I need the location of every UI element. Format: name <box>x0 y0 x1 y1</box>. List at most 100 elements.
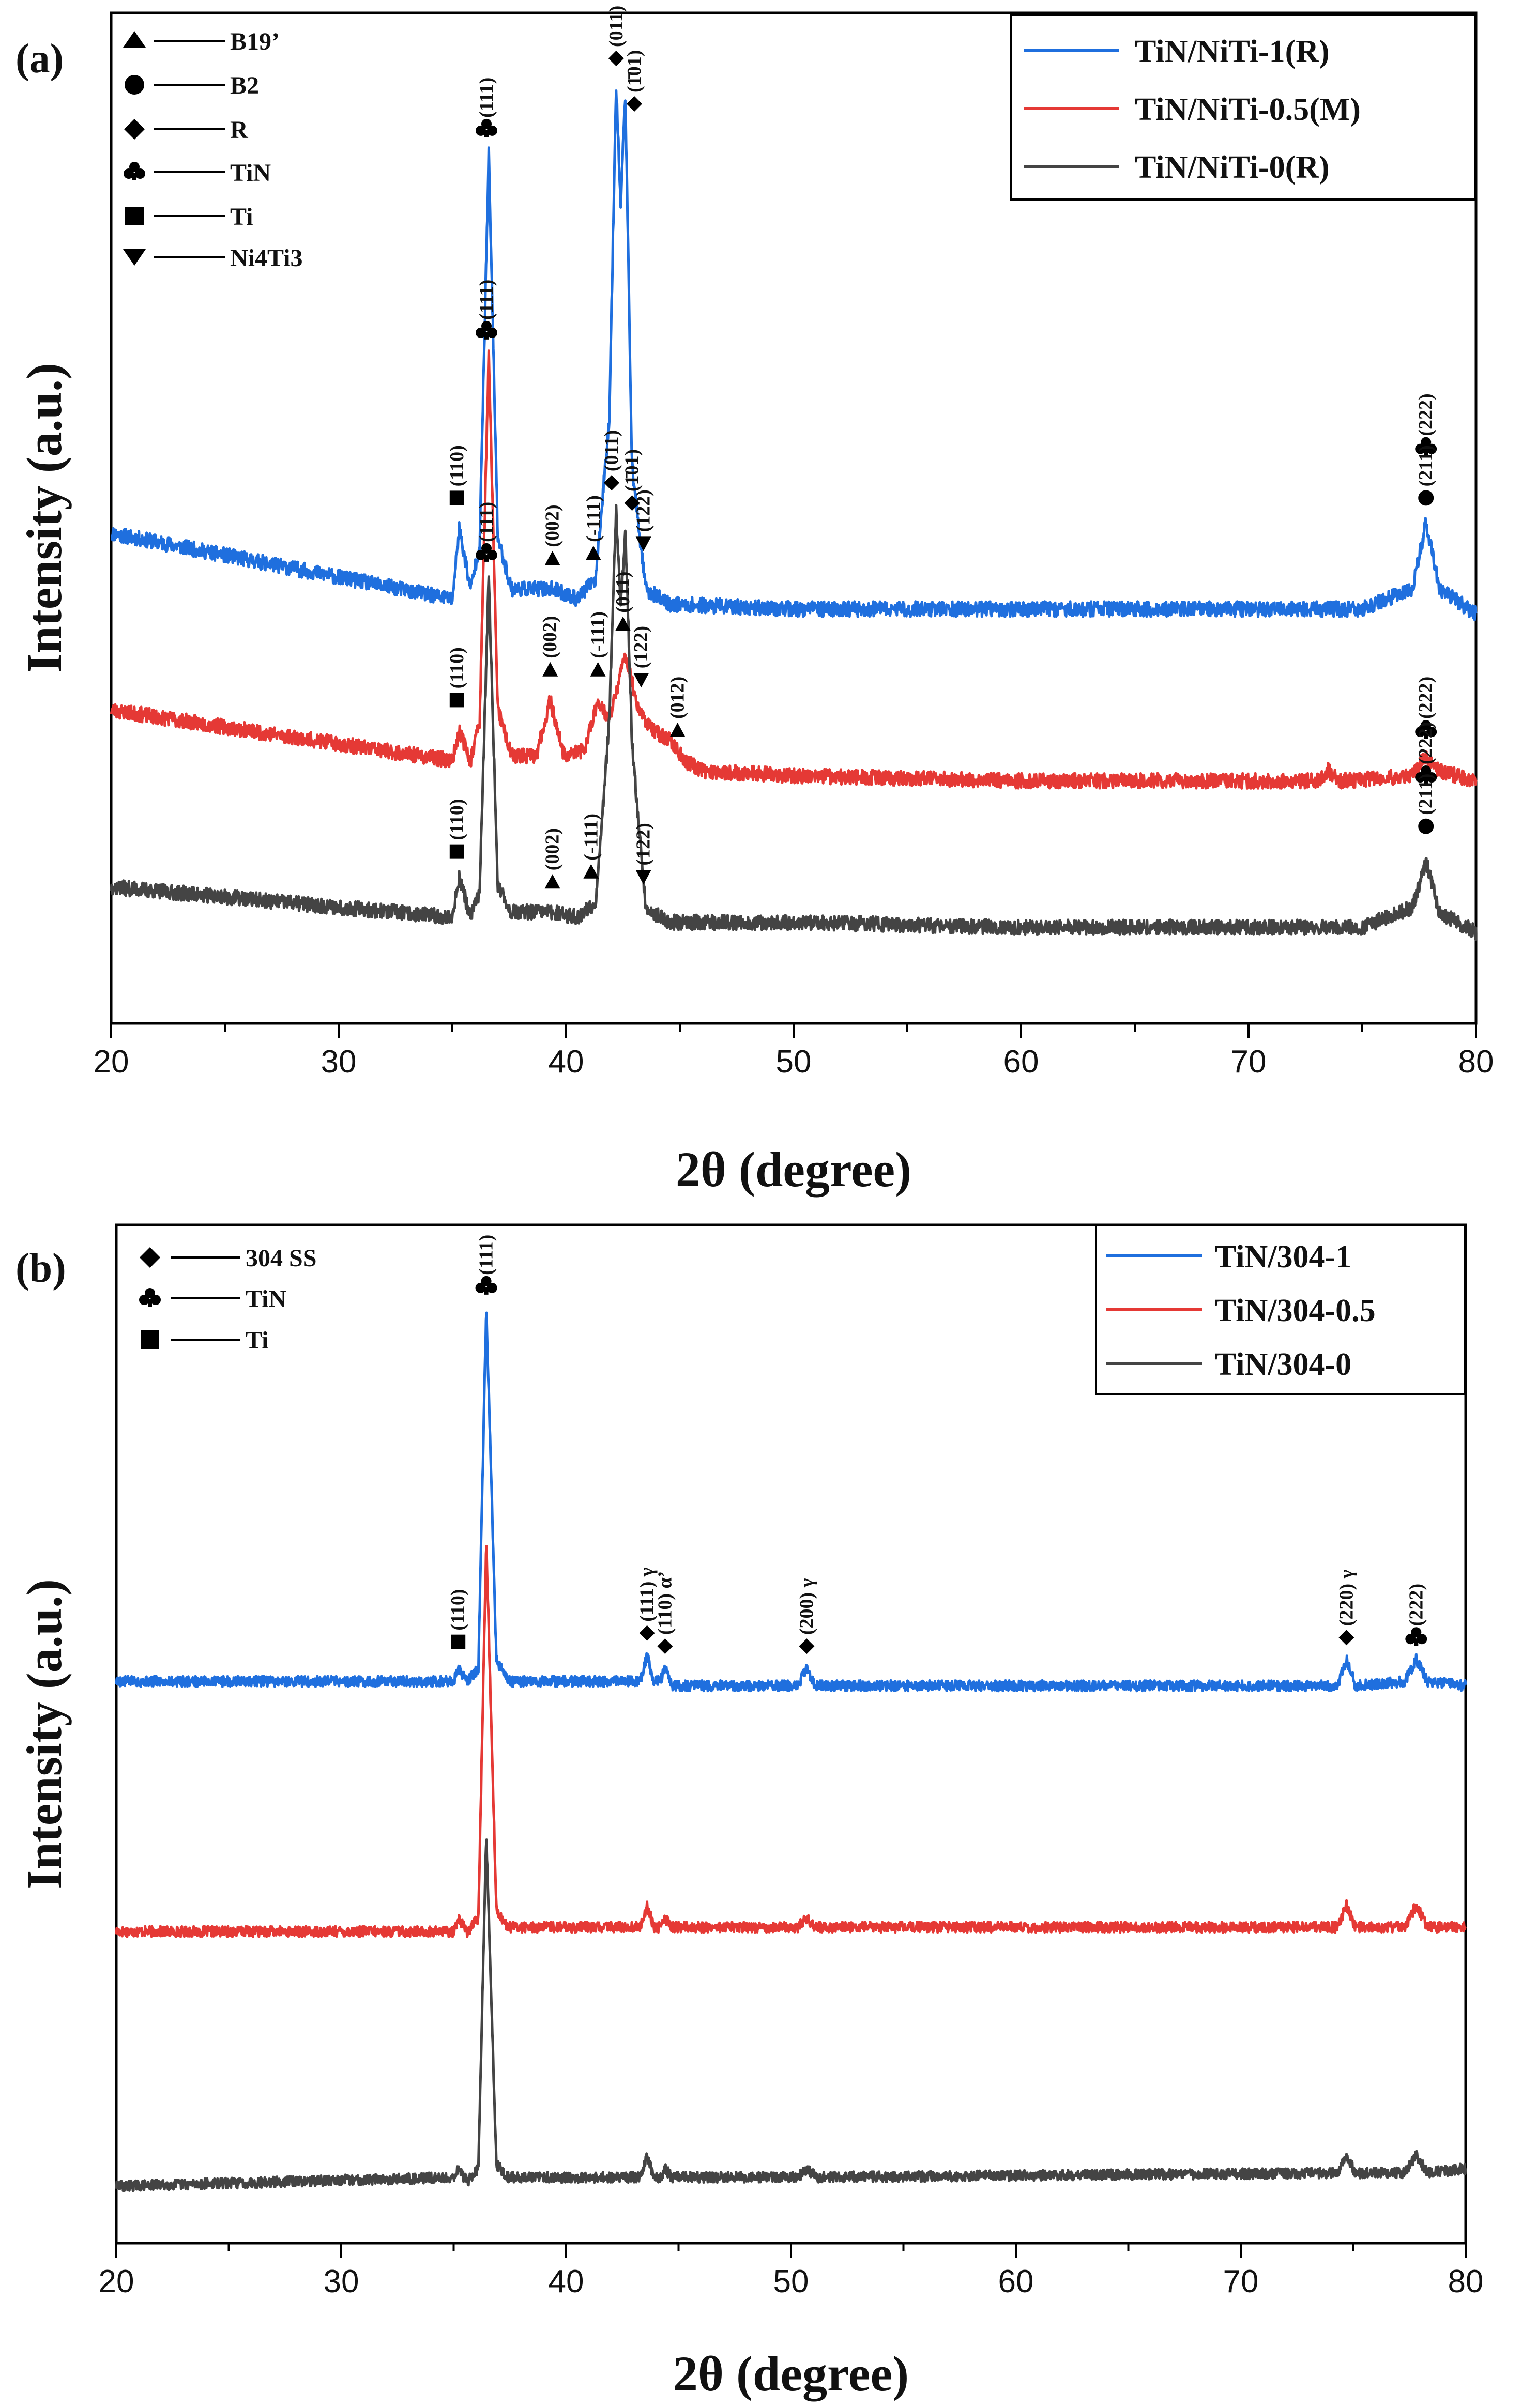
peak-annotation: (122) <box>630 626 652 688</box>
peak-label: (222) <box>1415 393 1437 436</box>
phase-key-item: TiN <box>124 159 271 187</box>
peak-label: (111) <box>476 78 497 118</box>
peak-annotation: (111) <box>475 1235 497 1295</box>
peak-label: (111) γ <box>636 1567 658 1622</box>
panel-b-label: (b) <box>16 1246 66 1291</box>
panel-b-x-axis-title: 2θ (degree) <box>673 2346 909 2401</box>
panel-b-legend: TiN/304-1 TiN/304-0.5 TiN/304-0 <box>1095 1224 1466 1395</box>
triangle-up-icon <box>669 723 686 738</box>
legend-label: TiN/NiTi-1(R) <box>1135 34 1330 69</box>
peak-label: (111) <box>476 280 497 320</box>
peak-annotation: (110) <box>447 1589 469 1649</box>
diamond-icon <box>604 475 619 491</box>
peak-annotation: (1̄01) <box>621 449 643 511</box>
series-line <box>115 1838 1467 2192</box>
peak-label: (011) <box>612 572 634 613</box>
peak-label: (122) <box>630 626 652 668</box>
peak-label: (111) <box>476 1235 497 1275</box>
peak-label: (110) <box>446 647 468 688</box>
peak-annotation: (222) <box>1415 393 1437 456</box>
peak-annotation: (222) <box>1405 1584 1427 1646</box>
peak-annotation: (002) <box>539 616 561 677</box>
diamond-icon <box>624 495 640 511</box>
peak-label: (1̄01) <box>623 50 645 93</box>
series-line <box>115 1545 1467 1938</box>
phase-key-item: 304 SS <box>140 1245 316 1272</box>
peak-annotation: (011) <box>605 6 627 66</box>
x-tick-label: 70 <box>1223 2264 1259 2299</box>
diamond-icon <box>124 119 145 140</box>
x-tick-label: 60 <box>998 2264 1034 2299</box>
phase-key-item: B2 <box>125 72 259 99</box>
legend-label: TiN/NiTi-0(R) <box>1135 150 1330 185</box>
peak-annotation: (-111) <box>587 611 609 677</box>
panel-b-x-ticks: 20 30 40 50 60 70 80 <box>99 2243 1484 2299</box>
phase-key-label: Ti <box>246 1327 268 1354</box>
triangle-down-icon <box>635 870 651 885</box>
triangle-up-icon <box>590 662 606 677</box>
phase-key-item: TiN <box>139 1285 286 1313</box>
peak-annotation: (220) γ <box>1335 1569 1357 1646</box>
diamond-icon <box>657 1638 673 1654</box>
triangle-up-icon <box>542 662 558 677</box>
peak-annotation: (111) <box>476 502 497 562</box>
triangle-up-icon <box>583 864 599 879</box>
diamond-icon <box>140 1247 160 1268</box>
club-icon <box>476 118 497 137</box>
square-icon <box>141 1330 159 1349</box>
phase-key-item: R <box>124 116 249 144</box>
series-line <box>110 504 1478 941</box>
panel-a-label: (a) <box>16 36 64 82</box>
peak-label: (122) <box>633 489 655 532</box>
panel-b-peak-annotations: (111) (110) (111) γ(110) α’ (200) γ (220) γ (… <box>447 1235 1427 1654</box>
legend-item: TiN/NiTi-0(R) <box>1024 150 1330 185</box>
x-tick-label: 20 <box>94 1044 129 1080</box>
peak-annotation: (012) <box>667 677 689 738</box>
peak-label: (-111) <box>587 611 609 658</box>
circle-icon <box>1418 818 1434 834</box>
peak-label: (211) <box>1415 445 1437 486</box>
peak-label: (002) <box>542 504 564 547</box>
series-line <box>115 1311 1467 1693</box>
phase-key-label: B19’ <box>230 28 280 55</box>
triangle-up-icon <box>585 545 601 560</box>
x-tick-label: 30 <box>324 2264 359 2299</box>
diamond-icon <box>799 1638 815 1654</box>
phase-key-label: R <box>230 116 249 144</box>
club-icon <box>139 1288 161 1307</box>
x-tick-label: 50 <box>773 2264 809 2299</box>
peak-annotation: (122) <box>633 489 655 551</box>
peak-label: (222) <box>1415 722 1437 764</box>
phase-key-item: Ti <box>141 1327 268 1354</box>
x-tick-label: 50 <box>776 1044 812 1080</box>
peak-annotation: (011) <box>601 430 622 491</box>
legend-label: TiN/304-0.5 <box>1215 1293 1376 1328</box>
x-tick-label: 80 <box>1458 1044 1494 1080</box>
panel-b-phase-key: 304 SS TiN Ti <box>139 1245 316 1354</box>
peak-label: (-111) <box>580 814 602 861</box>
peak-label: (220) γ <box>1335 1569 1357 1626</box>
phase-key-item: Ni4Ti3 <box>123 244 302 272</box>
peak-label: (122) <box>633 823 655 865</box>
peak-label: (012) <box>667 677 689 719</box>
legend-item: TiN/NiTi-1(R) <box>1024 34 1330 69</box>
peak-label: (222) <box>1405 1584 1427 1626</box>
phase-key-label: 304 SS <box>246 1245 316 1272</box>
peak-label: (110) <box>446 445 468 486</box>
peak-annotation: (110) <box>446 799 468 859</box>
phase-key-item: B19’ <box>123 28 280 55</box>
x-tick-label: 80 <box>1448 2264 1484 2299</box>
diamond-icon <box>639 1625 655 1641</box>
x-tick-label: 40 <box>549 2264 584 2299</box>
triangle-up-icon <box>544 550 560 565</box>
peak-label: (211) <box>1415 774 1437 815</box>
legend-label: TiN/304-0 <box>1215 1347 1351 1382</box>
triangle-up-icon <box>544 874 560 889</box>
panel-a-series <box>110 89 1478 941</box>
peak-annotation: (111) γ <box>636 1567 658 1641</box>
phase-key-item: Ti <box>125 203 253 231</box>
square-icon <box>451 1634 466 1649</box>
series-line <box>110 349 1478 790</box>
peak-label: (011) <box>605 6 627 47</box>
peak-label: (011) <box>601 430 622 471</box>
